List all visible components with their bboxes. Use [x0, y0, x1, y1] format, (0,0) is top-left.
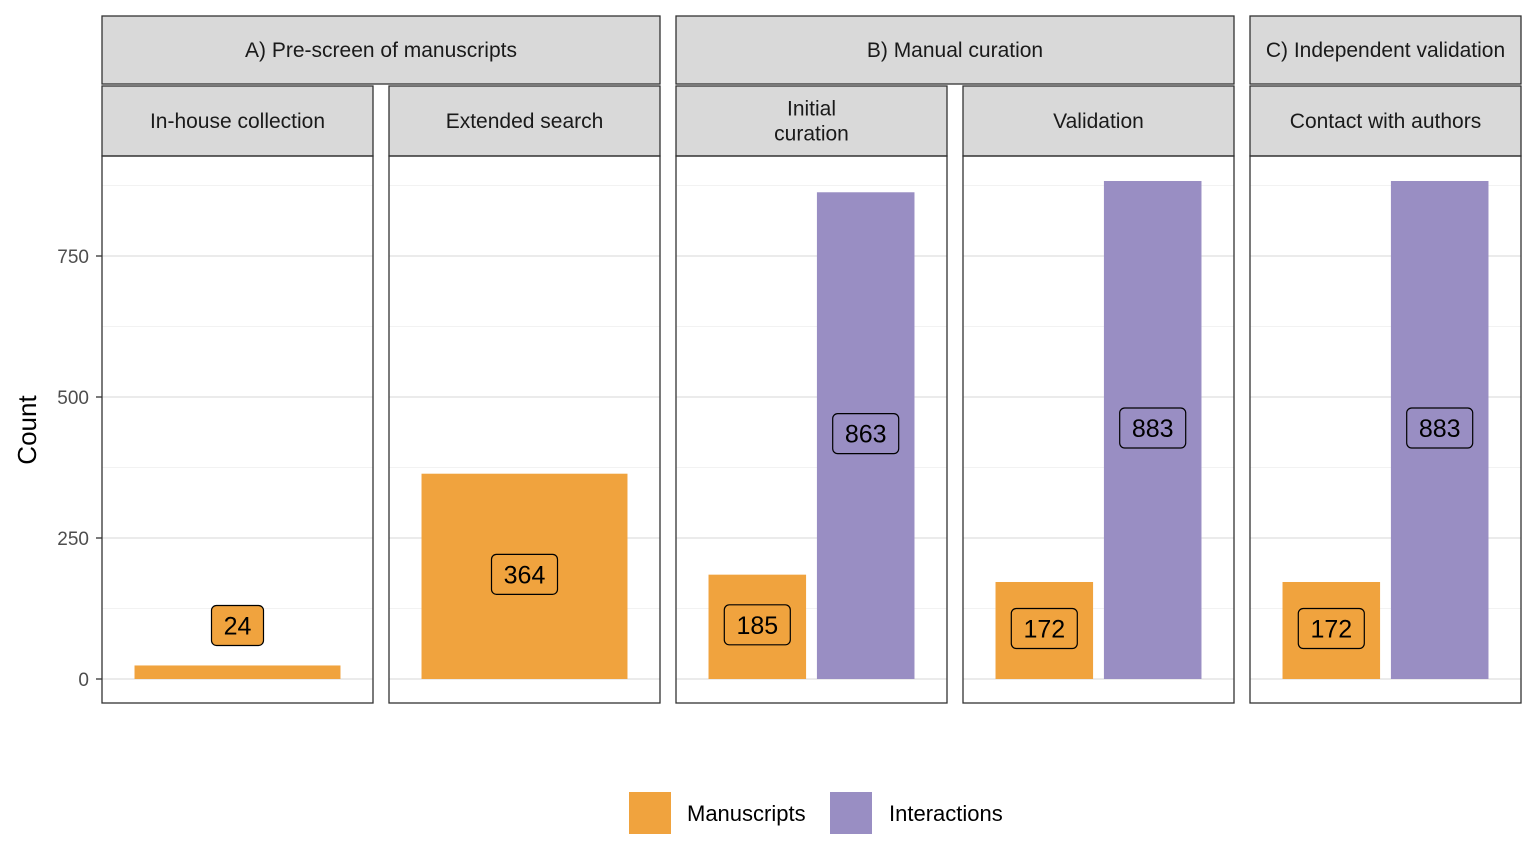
panel-strip-extended-search	[388, 85, 661, 157]
value-label: 172	[1310, 615, 1352, 643]
legend-swatch-interactions	[830, 792, 872, 834]
value-label: 172	[1023, 615, 1065, 643]
panel-border	[1249, 155, 1522, 704]
panel-border	[675, 155, 948, 704]
group-strip-1	[101, 15, 661, 85]
panel-border	[388, 155, 661, 704]
y-tick-label: 0	[78, 670, 89, 691]
panel-strip-label: Validation	[1053, 110, 1144, 133]
y-axis-title: Count	[12, 395, 42, 465]
group-strips: A) Pre-screen of manuscripts B) Manual cu…	[101, 15, 1522, 85]
legend-label-interactions: Interactions	[889, 801, 1003, 826]
value-label: 364	[504, 561, 546, 589]
panel-strip-in-house-collection	[101, 85, 374, 157]
value-label: 883	[1419, 415, 1461, 443]
bar-manuscripts	[134, 665, 341, 679]
panel-validation: 172 883	[962, 155, 1235, 704]
y-axis: Count 0 250 500 750	[12, 247, 102, 691]
group-strip-label: A) Pre-screen of manuscripts	[245, 39, 517, 62]
group-strip-2	[675, 15, 1235, 85]
panel-border	[101, 155, 374, 704]
value-label-box	[1297, 607, 1365, 650]
value-label-box	[1119, 407, 1187, 449]
y-tick-label: 750	[57, 247, 89, 268]
value-label-box	[490, 553, 559, 595]
group-strip-label: B) Manual curation	[867, 39, 1043, 62]
value-label: 863	[845, 421, 887, 449]
panels: 24 364 185 863 172 883 172 883	[101, 155, 1522, 704]
panel-strip-label: Extended search	[446, 110, 604, 133]
value-label: 185	[736, 612, 778, 640]
legend-label-manuscripts: Manuscripts	[687, 801, 806, 826]
panel-initial-curation: 185 863	[675, 155, 948, 704]
value-label-box	[832, 413, 900, 455]
value-label-box	[1010, 607, 1078, 650]
legend-swatch-manuscripts	[629, 792, 671, 834]
panel-strip-label: Initial curation	[774, 98, 849, 146]
y-tick-label: 250	[57, 529, 89, 550]
legend: Manuscripts Interactions	[629, 792, 1003, 834]
group-strip-3	[1249, 15, 1522, 85]
value-label-box	[723, 604, 791, 646]
y-tick-label: 500	[57, 388, 89, 409]
panel-strip-label: In-house collection	[150, 110, 325, 133]
value-label: 883	[1132, 415, 1174, 443]
panel-strip-validation	[962, 85, 1235, 157]
group-strip-label: C) Independent validation	[1266, 39, 1505, 62]
panel-contact-with-authors: 172 883	[1249, 155, 1522, 704]
panel-extended-search: 364	[388, 155, 661, 704]
value-label: 24	[224, 612, 252, 640]
panel-border	[962, 155, 1235, 704]
panel-strips: In-house collection Extended search Initia…	[101, 85, 1522, 157]
panel-strip-initial-curation	[675, 85, 948, 157]
value-label-box	[210, 604, 265, 647]
panel-in-house-collection: 24	[101, 155, 374, 704]
value-label-box	[1406, 407, 1474, 449]
panel-strip-label: Contact with authors	[1290, 110, 1481, 133]
